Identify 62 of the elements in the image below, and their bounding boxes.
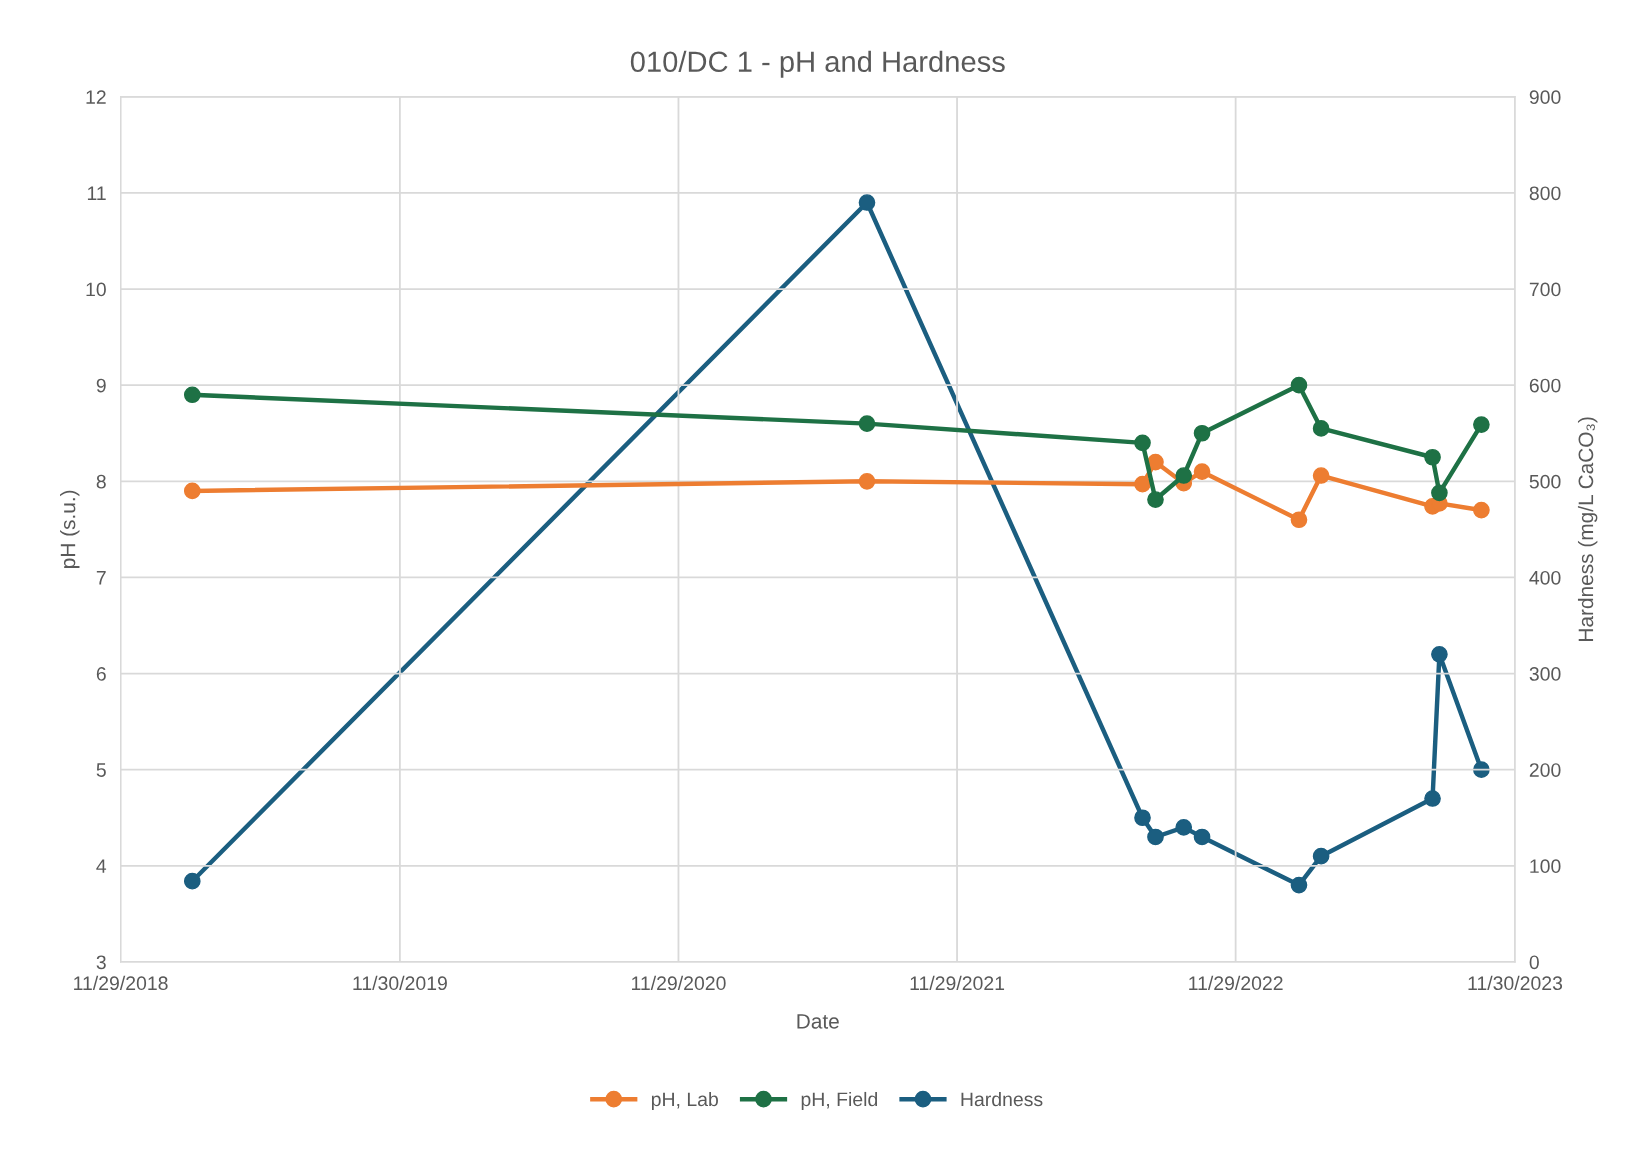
x-tick-label: 11/29/2020	[632, 975, 726, 991]
point	[1147, 491, 1164, 508]
point	[1147, 828, 1164, 846]
x-tick-label: 11/30/2023	[1468, 975, 1563, 991]
point	[183, 872, 201, 890]
y-tick-label: 7	[96, 571, 106, 585]
y2-tick-label: 900	[1529, 90, 1561, 105]
point	[1431, 645, 1448, 663]
y-tick-label: 10	[86, 282, 106, 297]
y2-tick-label: 800	[1529, 186, 1561, 201]
x-tick-label: 11/30/2019	[353, 975, 447, 991]
x-tick-label: 11/29/2018	[74, 975, 168, 991]
y-tick-label: 8	[96, 474, 106, 489]
x-axis-title: Date	[797, 1014, 839, 1029]
y-tick-label: 3	[96, 955, 106, 970]
x-tick-label: 11/29/2021	[910, 975, 1005, 991]
point	[1431, 484, 1448, 502]
chart-title: 010/DC 1 - pH and Hardness	[630, 50, 1005, 78]
y2-axis-title: Hardness (mg/L CaCO₃)	[1577, 417, 1598, 641]
point	[1424, 448, 1441, 466]
point	[1473, 501, 1490, 519]
point	[183, 386, 201, 404]
y2-tick-label: 0	[1529, 955, 1539, 970]
y2-tick-label: 300	[1529, 667, 1561, 681]
y2-tick-label: 400	[1529, 570, 1561, 585]
point	[1290, 376, 1308, 394]
point	[1134, 809, 1151, 827]
legend-label: pH, Field	[801, 1091, 878, 1111]
legend-label: Hardness	[961, 1091, 1043, 1107]
point	[858, 415, 876, 432]
legend-label: pH, Lab	[651, 1091, 718, 1111]
point	[1193, 424, 1211, 442]
point	[1147, 453, 1164, 471]
point	[1193, 828, 1211, 846]
point	[1312, 467, 1330, 484]
y2-tick-label: 100	[1530, 859, 1561, 874]
point	[1134, 434, 1151, 452]
y-tick-label: 6	[96, 667, 106, 681]
point	[858, 194, 876, 211]
y-tick-label: 11	[87, 186, 106, 200]
y2-tick-label: 500	[1529, 474, 1561, 489]
y-axis-title: pH (s.u.)	[60, 490, 80, 568]
point	[1134, 475, 1151, 493]
point	[1424, 790, 1441, 807]
y2-tick-label: 600	[1529, 378, 1561, 393]
x-tick-label: 11/29/2022	[1189, 975, 1283, 991]
y-tick-label: 5	[96, 763, 106, 777]
point	[1312, 420, 1330, 437]
point	[1193, 463, 1211, 481]
point	[858, 472, 876, 490]
y-tick-label: 9	[96, 378, 106, 393]
y2-tick-label: 200	[1529, 763, 1561, 777]
point	[1175, 819, 1193, 836]
y-tick-label: 4	[96, 859, 107, 873]
point	[1290, 876, 1308, 894]
point	[183, 482, 201, 500]
point	[1290, 511, 1308, 529]
point	[1175, 467, 1193, 484]
y2-tick-label: 700	[1529, 282, 1561, 297]
point	[1312, 847, 1330, 865]
point	[1473, 416, 1490, 433]
y-tick-label: 12	[86, 90, 106, 104]
